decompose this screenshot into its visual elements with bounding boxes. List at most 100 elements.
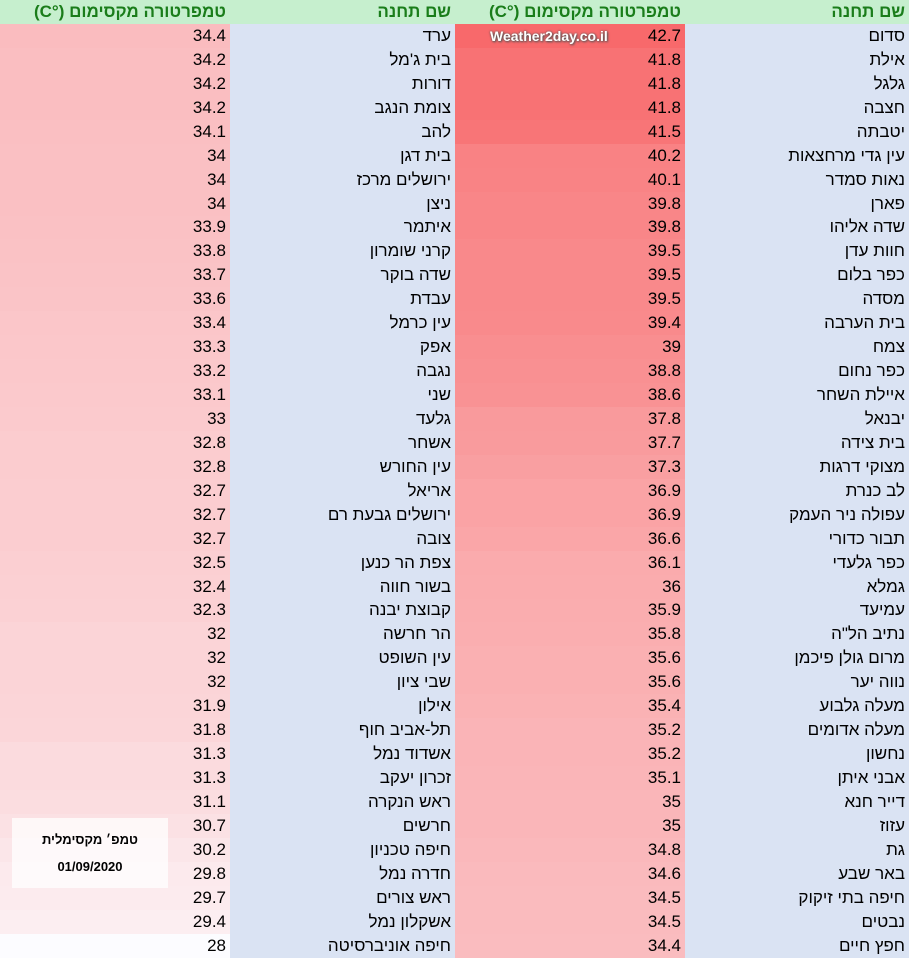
max-temp-cell[interactable]: 32.3: [0, 598, 230, 623]
station-name-cell[interactable]: נתיב הל"ה: [685, 622, 909, 647]
station-name-cell[interactable]: אשקלון נמל: [230, 909, 455, 934]
max-temp-cell[interactable]: 39.5: [455, 263, 685, 288]
station-name-cell[interactable]: עין גדי מרחצאות: [685, 143, 909, 168]
station-name-cell[interactable]: חצבה: [685, 95, 909, 120]
max-temp-cell[interactable]: 35.8: [455, 622, 685, 647]
station-name-cell[interactable]: אילת: [685, 47, 909, 72]
max-temp-cell[interactable]: 34.5: [455, 909, 685, 934]
max-temp-cell[interactable]: 34.5: [455, 885, 685, 910]
station-name-cell[interactable]: חוות עדן: [685, 239, 909, 264]
station-name-cell[interactable]: זכרון יעקב: [230, 766, 455, 790]
station-name-cell[interactable]: עפולה ניר העמק: [685, 502, 909, 527]
max-temp-cell[interactable]: 34: [0, 143, 230, 168]
max-temp-cell[interactable]: 29.7: [0, 885, 230, 910]
station-name-cell[interactable]: יטבתה: [685, 119, 909, 144]
station-name-cell[interactable]: להב: [230, 119, 455, 144]
station-name-cell[interactable]: אריאל: [230, 478, 455, 503]
max-temp-cell[interactable]: 35.9: [455, 598, 685, 623]
station-name-cell[interactable]: שבי ציון: [230, 670, 455, 695]
max-temp-cell[interactable]: 41.8: [455, 71, 685, 96]
station-name-cell[interactable]: גלעד: [230, 407, 455, 431]
station-name-cell[interactable]: גלגל: [685, 71, 909, 96]
station-name-cell[interactable]: קרני שומרון: [230, 239, 455, 264]
max-temp-cell[interactable]: 34.2: [0, 95, 230, 120]
station-name-cell[interactable]: שדה אליהו: [685, 215, 909, 240]
station-name-cell[interactable]: מצוקי דרגות: [685, 454, 909, 479]
max-temp-cell[interactable]: 39.8: [455, 215, 685, 240]
max-temp-cell[interactable]: 35.6: [455, 646, 685, 671]
max-temp-cell[interactable]: 39.8: [455, 191, 685, 216]
max-temp-cell[interactable]: 32: [0, 670, 230, 695]
max-temp-cell[interactable]: 31.1: [0, 790, 230, 814]
max-temp-cell[interactable]: 42.7: [455, 24, 685, 48]
station-name-cell[interactable]: ראש הנקרה: [230, 790, 455, 814]
max-temp-cell[interactable]: 32.7: [0, 478, 230, 503]
max-temp-cell[interactable]: 33: [0, 407, 230, 431]
station-name-cell[interactable]: שדה בוקר: [230, 263, 455, 288]
station-name-cell[interactable]: חפץ חיים: [685, 933, 909, 958]
station-name-cell[interactable]: עבדת: [230, 287, 455, 312]
max-temp-cell[interactable]: 31.9: [0, 694, 230, 719]
station-name-cell[interactable]: כפר נחום: [685, 359, 909, 384]
station-name-cell[interactable]: קבוצת יבנה: [230, 598, 455, 623]
max-temp-cell[interactable]: 41.5: [455, 119, 685, 144]
station-name-cell[interactable]: אילון: [230, 694, 455, 719]
station-name-cell[interactable]: ראש צורים: [230, 885, 455, 910]
station-name-cell[interactable]: חיפה בתי זיקוק: [685, 885, 909, 910]
max-temp-cell[interactable]: 34.4: [0, 24, 230, 48]
station-name-cell[interactable]: שני: [230, 383, 455, 407]
station-name-cell[interactable]: באר שבע: [685, 861, 909, 886]
header-temp-2[interactable]: טמפרטורה מקסימום (°C): [0, 0, 230, 24]
station-name-cell[interactable]: בשור חווה: [230, 574, 455, 599]
station-name-cell[interactable]: הר חרשה: [230, 622, 455, 647]
station-name-cell[interactable]: לב כנרת: [685, 478, 909, 503]
max-temp-cell[interactable]: 33.2: [0, 359, 230, 384]
station-name-cell[interactable]: ירושלים גבעת רם: [230, 502, 455, 527]
station-name-cell[interactable]: גת: [685, 837, 909, 862]
station-name-cell[interactable]: סדום: [685, 24, 909, 48]
max-temp-cell[interactable]: 33.1: [0, 383, 230, 407]
station-name-cell[interactable]: דייר חנא: [685, 790, 909, 814]
station-name-cell[interactable]: מרום גולן פיכמן: [685, 646, 909, 671]
station-name-cell[interactable]: בית צידה: [685, 430, 909, 455]
station-name-cell[interactable]: חדרה נמל: [230, 861, 455, 886]
max-temp-cell[interactable]: 32.5: [0, 550, 230, 575]
station-name-cell[interactable]: כפר גלעדי: [685, 550, 909, 575]
station-name-cell[interactable]: עמיעד: [685, 598, 909, 623]
station-name-cell[interactable]: ערד: [230, 24, 455, 48]
station-name-cell[interactable]: מעלה אדומים: [685, 718, 909, 743]
max-temp-cell[interactable]: 37.8: [455, 407, 685, 431]
max-temp-cell[interactable]: 33.4: [0, 311, 230, 336]
station-name-cell[interactable]: צומת הנגב: [230, 95, 455, 120]
max-temp-cell[interactable]: 40.1: [455, 167, 685, 192]
station-name-cell[interactable]: ירושלים מרכז: [230, 167, 455, 192]
max-temp-cell[interactable]: 39.4: [455, 311, 685, 336]
max-temp-cell[interactable]: 33.3: [0, 335, 230, 360]
station-name-cell[interactable]: ניצן: [230, 191, 455, 216]
station-name-cell[interactable]: בית הערבה: [685, 311, 909, 336]
station-name-cell[interactable]: פארן: [685, 191, 909, 216]
station-name-cell[interactable]: מעלה גלבוע: [685, 694, 909, 719]
station-name-cell[interactable]: בית דגן: [230, 143, 455, 168]
station-name-cell[interactable]: נווה יער: [685, 670, 909, 695]
max-temp-cell[interactable]: 36.9: [455, 502, 685, 527]
max-temp-cell[interactable]: 34: [0, 191, 230, 216]
max-temp-cell[interactable]: 36.1: [455, 550, 685, 575]
max-temp-cell[interactable]: 38.6: [455, 383, 685, 407]
max-temp-cell[interactable]: 37.3: [455, 454, 685, 479]
station-name-cell[interactable]: נאות סמדר: [685, 167, 909, 192]
max-temp-cell[interactable]: 35.6: [455, 670, 685, 695]
max-temp-cell[interactable]: 35: [455, 813, 685, 838]
station-name-cell[interactable]: אשחר: [230, 430, 455, 455]
station-name-cell[interactable]: גמלא: [685, 574, 909, 599]
max-temp-cell[interactable]: 35: [455, 790, 685, 814]
max-temp-cell[interactable]: 32.7: [0, 502, 230, 527]
station-name-cell[interactable]: עזוז: [685, 813, 909, 838]
station-name-cell[interactable]: חיפה אוניברסיטה: [230, 933, 455, 958]
max-temp-cell[interactable]: 36.9: [455, 478, 685, 503]
max-temp-cell[interactable]: 36: [455, 574, 685, 599]
station-name-cell[interactable]: מסדה: [685, 287, 909, 312]
station-name-cell[interactable]: עין השופט: [230, 646, 455, 671]
max-temp-cell[interactable]: 33.9: [0, 215, 230, 240]
max-temp-cell[interactable]: 39.5: [455, 239, 685, 264]
